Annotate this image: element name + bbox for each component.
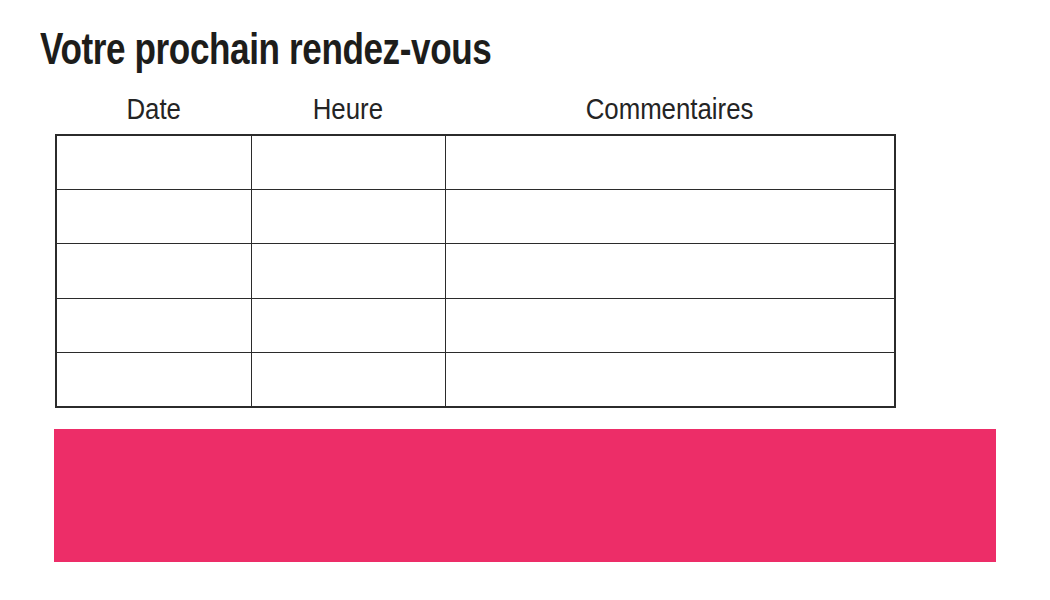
table-cell (56, 353, 251, 407)
column-header-date: Date (56, 92, 251, 124)
table-cell (445, 189, 895, 243)
table-row (56, 135, 895, 189)
table-cell (56, 244, 251, 298)
table-cell (445, 135, 895, 189)
table-cell (251, 189, 445, 243)
table-cell (251, 298, 445, 352)
table-cell (445, 353, 895, 407)
table-cell (445, 244, 895, 298)
table-cell (251, 353, 445, 407)
appointments-table-body (56, 135, 895, 407)
table-row (56, 244, 895, 298)
table-cell (56, 298, 251, 352)
column-header-commentaires: Commentaires (445, 92, 895, 124)
accent-bar (54, 429, 996, 562)
table-cell (251, 244, 445, 298)
column-header-heure-label: Heure (313, 94, 383, 124)
table-cell (251, 135, 445, 189)
table-header-row: Date Heure Commentaires (56, 92, 895, 124)
table-cell (56, 135, 251, 189)
table-cell (445, 298, 895, 352)
column-header-heure: Heure (251, 92, 445, 124)
table-row (56, 353, 895, 407)
table-row (56, 298, 895, 352)
column-header-date-label: Date (126, 94, 181, 124)
column-header-commentaires-label: Commentaires (586, 94, 754, 124)
slide-canvas: Votre prochain rendez-vous Date Heure Co… (0, 0, 1050, 600)
table-cell (56, 189, 251, 243)
page-title: Votre prochain rendez-vous (40, 26, 619, 71)
table-row (56, 189, 895, 243)
appointments-table (55, 134, 896, 408)
page-title-text: Votre prochain rendez-vous (40, 26, 491, 71)
